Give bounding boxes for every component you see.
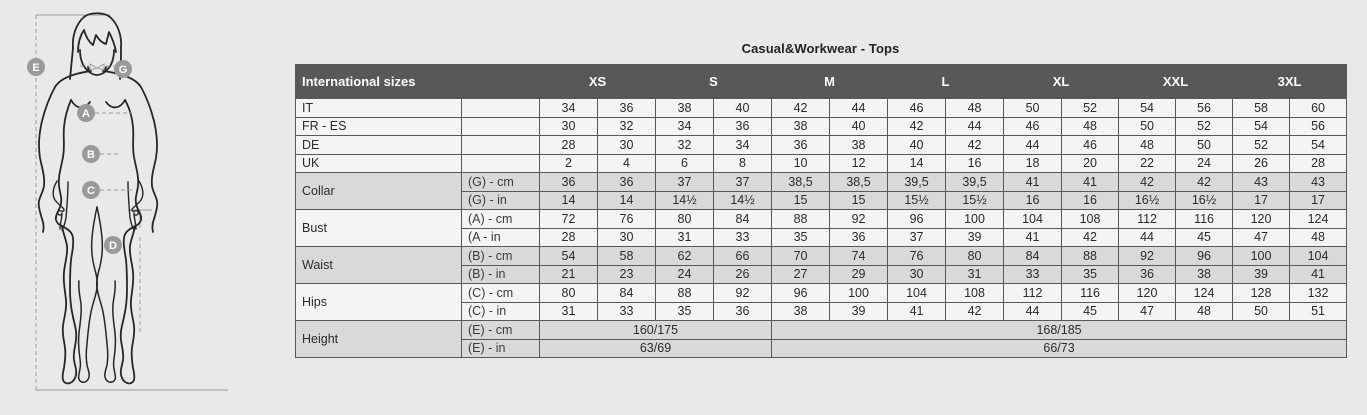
svg-text:G: G [119,64,128,76]
svg-text:B: B [87,149,95,161]
svg-text:A: A [82,108,90,120]
svg-text:D: D [109,240,117,252]
svg-text:E: E [32,62,39,74]
svg-text:C: C [87,185,95,197]
